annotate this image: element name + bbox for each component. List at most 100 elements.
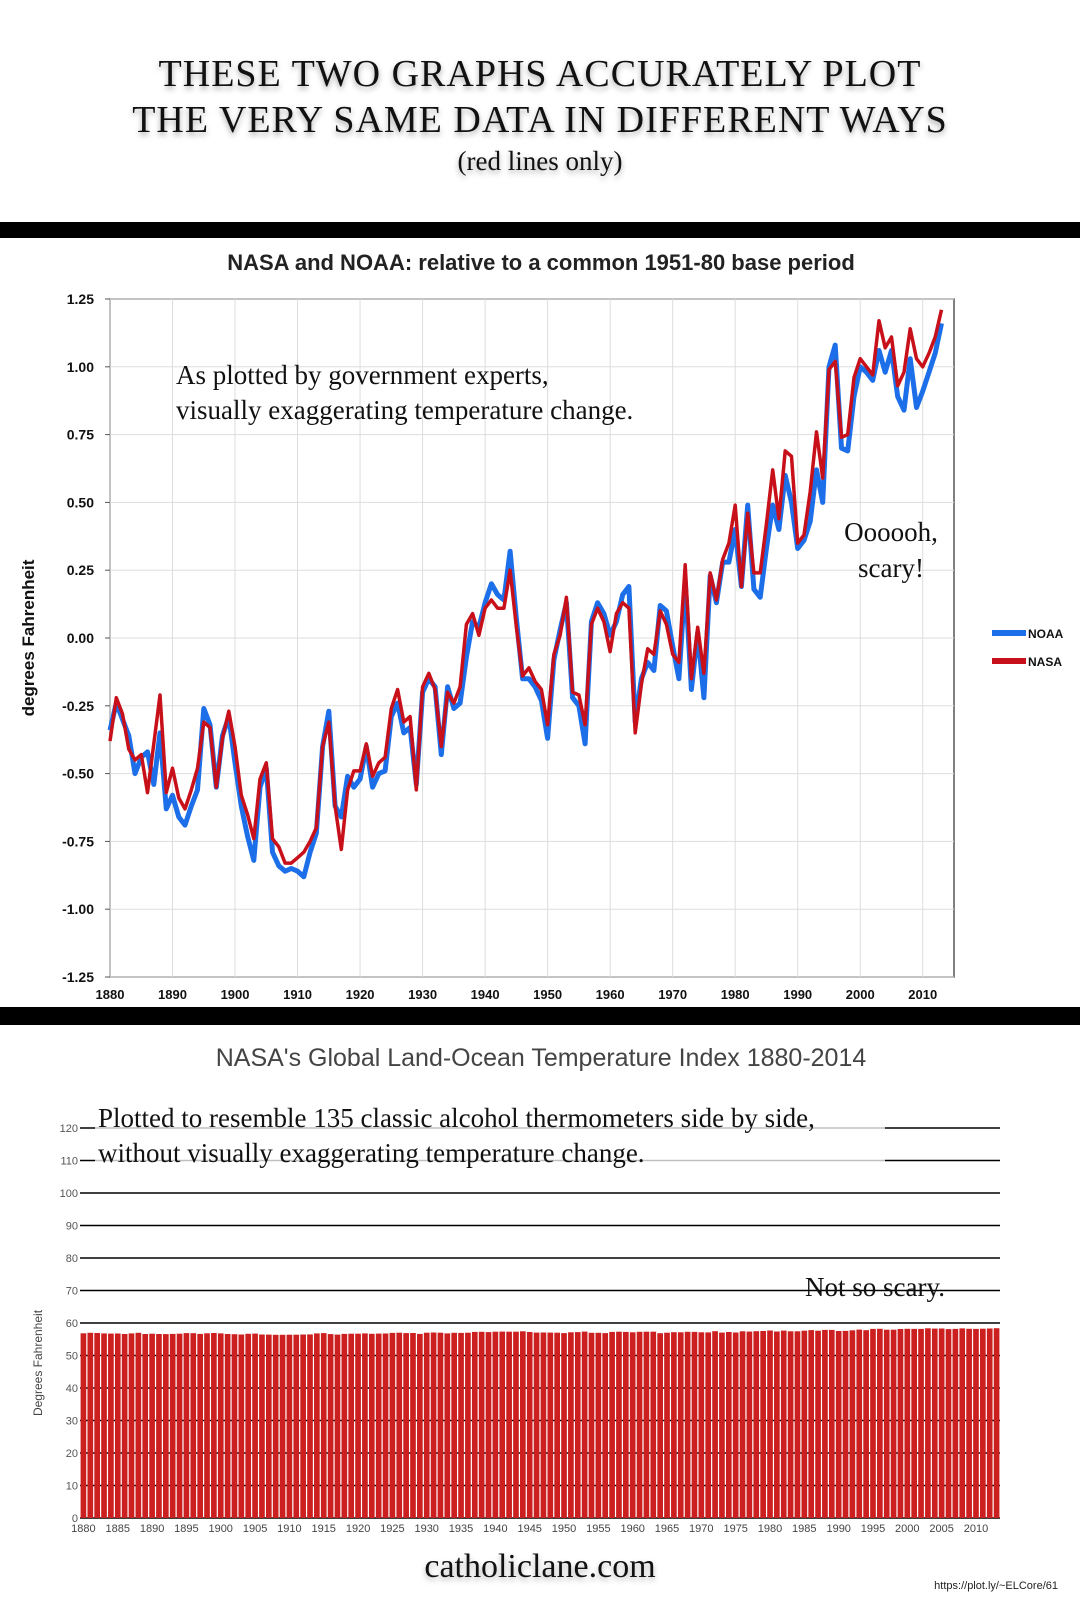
bar (320, 1333, 327, 1518)
headline-line-1: THESE TWO GRAPHS ACCURATELY PLOT (158, 53, 922, 95)
bar (389, 1332, 396, 1518)
annotation-experts-line-1: As plotted by government experts, (176, 360, 549, 390)
bar-chart-y-tick-label: 0 (72, 1513, 78, 1525)
bar (650, 1331, 657, 1518)
bar-chart-x-tick-label: 1880 (71, 1523, 95, 1535)
bar (629, 1332, 636, 1518)
bar-chart-x-tick-label: 1915 (311, 1523, 335, 1535)
top-band-divider (0, 222, 1080, 238)
bar-chart-y-tick-label: 30 (66, 1416, 78, 1428)
bar (822, 1329, 828, 1518)
bar (828, 1329, 835, 1518)
bar (279, 1334, 286, 1518)
bar-chart-x-tick-label: 1890 (140, 1523, 164, 1535)
bar-chart-x-tick-label: 1895 (174, 1523, 198, 1535)
bar (499, 1331, 506, 1518)
line-chart-y-tick-label: 0.75 (67, 427, 94, 443)
middle-band-divider (0, 1007, 1080, 1025)
bar (787, 1331, 794, 1518)
bar (739, 1331, 746, 1518)
bar (211, 1333, 217, 1518)
footer-credit: https://plot.ly/~ELCore/61 (934, 1580, 1058, 1592)
bar (918, 1328, 924, 1518)
bar (643, 1331, 650, 1518)
bar (561, 1333, 567, 1518)
line-chart-y-tick-label: 1.00 (67, 359, 94, 375)
bar (183, 1333, 190, 1518)
bar-chart-x-tick-label: 1960 (620, 1523, 644, 1535)
bar-chart-x-tick-label: 1965 (655, 1523, 679, 1535)
line-chart-y-axis-label: degrees Fahrenheit (19, 559, 38, 716)
annotation-scary-line-2: scary! (858, 553, 924, 583)
annotation-scary-line-1: Oooooh, (844, 517, 938, 547)
bar (636, 1331, 643, 1518)
bar-chart-x-tick-label: 1930 (414, 1523, 438, 1535)
bar (911, 1328, 918, 1518)
bar (595, 1332, 602, 1518)
bar (725, 1332, 732, 1518)
bar (870, 1328, 876, 1518)
bar (197, 1333, 203, 1518)
bar (348, 1333, 355, 1518)
annotation-backdrop (95, 1093, 885, 1173)
headline-line-2: THE VERY SAME DATA IN DIFFERENT WAYS (132, 99, 948, 141)
bar (224, 1334, 231, 1518)
bar (794, 1331, 801, 1518)
bar (883, 1329, 890, 1518)
bar (368, 1333, 375, 1518)
bar (526, 1332, 533, 1518)
bar (128, 1333, 135, 1518)
bar (952, 1328, 959, 1518)
bar (945, 1329, 952, 1518)
headline-line-3: (red lines only) (457, 146, 623, 176)
line-chart-y-tick-label: -0.25 (62, 698, 94, 714)
bar-chart-x-tick-label: 1945 (517, 1523, 541, 1535)
bar (101, 1333, 107, 1518)
bar-chart-y-tick-label: 110 (60, 1156, 78, 1168)
line-chart-x-tick-label: 2010 (908, 987, 937, 1002)
bar (554, 1332, 560, 1518)
bar-chart-x-tick-label: 1975 (723, 1523, 747, 1535)
bar (684, 1331, 691, 1518)
line-chart-y-tick-label: -0.75 (62, 833, 94, 849)
bar (451, 1332, 458, 1519)
bar (135, 1332, 142, 1518)
bar (162, 1334, 169, 1518)
bar (753, 1331, 760, 1518)
bar-chart-x-tick-label: 1955 (586, 1523, 610, 1535)
line-chart-y-tick-label: 0.00 (67, 630, 94, 646)
bar (506, 1331, 512, 1518)
line-chart-y-tick-label: 0.50 (67, 494, 94, 510)
bar (980, 1328, 986, 1518)
bar-chart-title: NASA's Global Land-Ocean Temperature Ind… (216, 1044, 867, 1072)
bar-chart-x-tick-label: 1995 (861, 1523, 885, 1535)
bar (609, 1331, 615, 1518)
footer-site: catholiclane.com (424, 1548, 656, 1585)
bar (616, 1331, 622, 1518)
series-line-noaa (107, 322, 944, 880)
bar (410, 1333, 416, 1518)
line-chart-x-tick-label: 1990 (783, 987, 812, 1002)
bar (403, 1333, 409, 1518)
bar (217, 1333, 224, 1518)
line-chart-y-tick-label: -0.50 (62, 766, 94, 782)
legend-nasa-label: NASA (1028, 655, 1062, 669)
bar (931, 1328, 938, 1518)
line-chart-x-tick-label: 2000 (846, 987, 875, 1002)
bar (746, 1331, 753, 1518)
line-chart-x-tick-label: 1880 (96, 987, 125, 1002)
bar (458, 1332, 464, 1518)
line-chart-title: NASA and NOAA: relative to a common 1951… (227, 250, 855, 275)
bar (973, 1328, 979, 1518)
bar-chart-y-axis-label: Degrees Fahrenheit (31, 1309, 45, 1416)
bar (547, 1332, 554, 1518)
bar (300, 1334, 306, 1518)
bar (355, 1333, 361, 1518)
bar (815, 1330, 821, 1518)
line-chart-x-tick-label: 1890 (158, 987, 187, 1002)
bar (94, 1333, 100, 1518)
bar (966, 1328, 972, 1518)
bar (114, 1333, 121, 1518)
bar (293, 1334, 300, 1518)
bar (341, 1333, 348, 1518)
